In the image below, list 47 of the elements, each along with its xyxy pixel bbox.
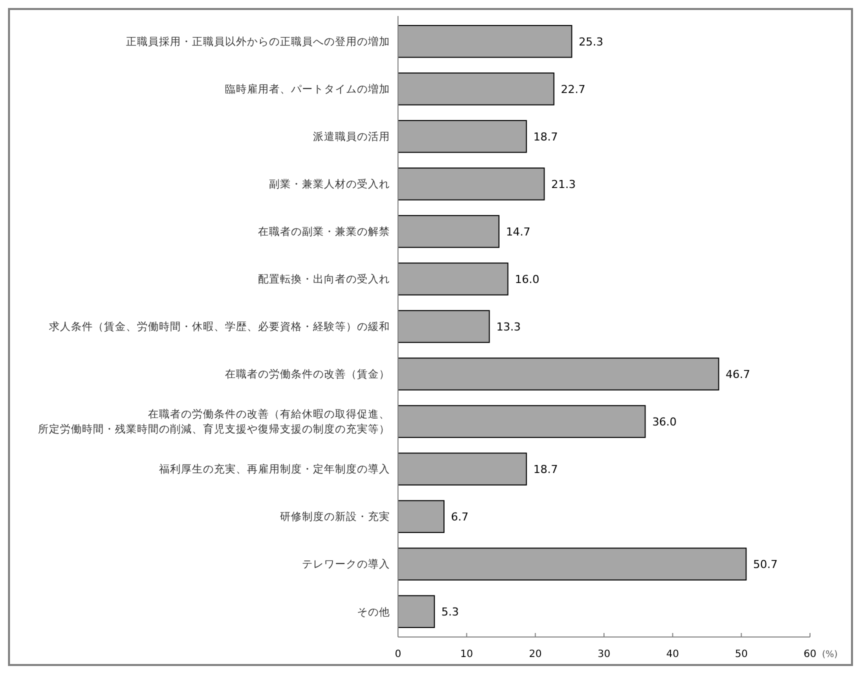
- x-tick-label: 60: [804, 649, 816, 660]
- data-label: 36.0: [652, 415, 677, 428]
- bar: [398, 310, 490, 343]
- y-tick-label: 求人条件（賃金、労働時間・休暇、学歴、必要資格・経験等）の緩和: [49, 320, 390, 334]
- data-label: 13.3: [496, 320, 521, 334]
- data-label: 16.0: [514, 272, 540, 286]
- y-tick-label: テレワークの導入: [302, 558, 390, 571]
- bar: [398, 500, 445, 533]
- data-label: 6.7: [451, 510, 469, 524]
- data-label: 46.7: [726, 368, 750, 381]
- data-label: 5.3: [441, 605, 459, 618]
- x-tick-label: 10: [460, 649, 474, 660]
- x-tick-label: 30: [598, 649, 610, 660]
- data-label: 18.7: [533, 130, 558, 144]
- x-axis-title: (%): [822, 650, 838, 660]
- data-label: 22.7: [560, 82, 586, 96]
- bar: [398, 262, 508, 296]
- bar: [398, 595, 435, 628]
- x-tick-label: 50: [734, 649, 748, 660]
- y-tick-label: 副業・兼業人材の受入れ: [269, 178, 390, 191]
- y-tick-label: 在職者の労働条件の改善（賃金）: [225, 368, 390, 381]
- data-label: 18.7: [533, 462, 558, 476]
- bar: [398, 405, 646, 438]
- bar: [398, 120, 527, 153]
- bar: [398, 548, 747, 580]
- bar: [398, 358, 720, 390]
- data-label: 21.3: [551, 178, 576, 191]
- bar: [398, 452, 527, 486]
- y-tick-label: 研修制度の新設・充実: [280, 510, 390, 524]
- bar: [398, 72, 554, 106]
- bar: [398, 168, 545, 200]
- data-label: 25.3: [578, 35, 604, 48]
- y-tick-label: 在職者の労働条件の改善（有給休暇の取得促進、所定労働時間・残業時間の削減、育児支援や復帰支援の制度の充実等）: [38, 408, 390, 436]
- y-tick-label: 臨時雇用者、パートタイムの増加: [225, 82, 390, 96]
- x-tick-label: 40: [666, 649, 680, 660]
- data-label: 14.7: [506, 225, 530, 238]
- y-tick-label: その他: [357, 606, 390, 618]
- data-label: 50.7: [753, 558, 778, 571]
- bar: [398, 25, 572, 58]
- y-tick-label: 派遣職員の活用: [313, 130, 390, 144]
- y-tick-label: 配置転換・出向者の受入れ: [258, 272, 390, 286]
- bar: [398, 215, 500, 248]
- y-tick-label: 正職員採用・正職員以外からの正職員への登用の増加: [126, 35, 390, 48]
- y-tick-label: 在職者の副業・兼業の解禁: [258, 225, 390, 238]
- y-tick-label: 福利厚生の充実、再雇用制度・定年制度の導入: [159, 462, 390, 476]
- x-tick-label: 0: [394, 649, 402, 660]
- x-tick-label: 20: [528, 649, 542, 660]
